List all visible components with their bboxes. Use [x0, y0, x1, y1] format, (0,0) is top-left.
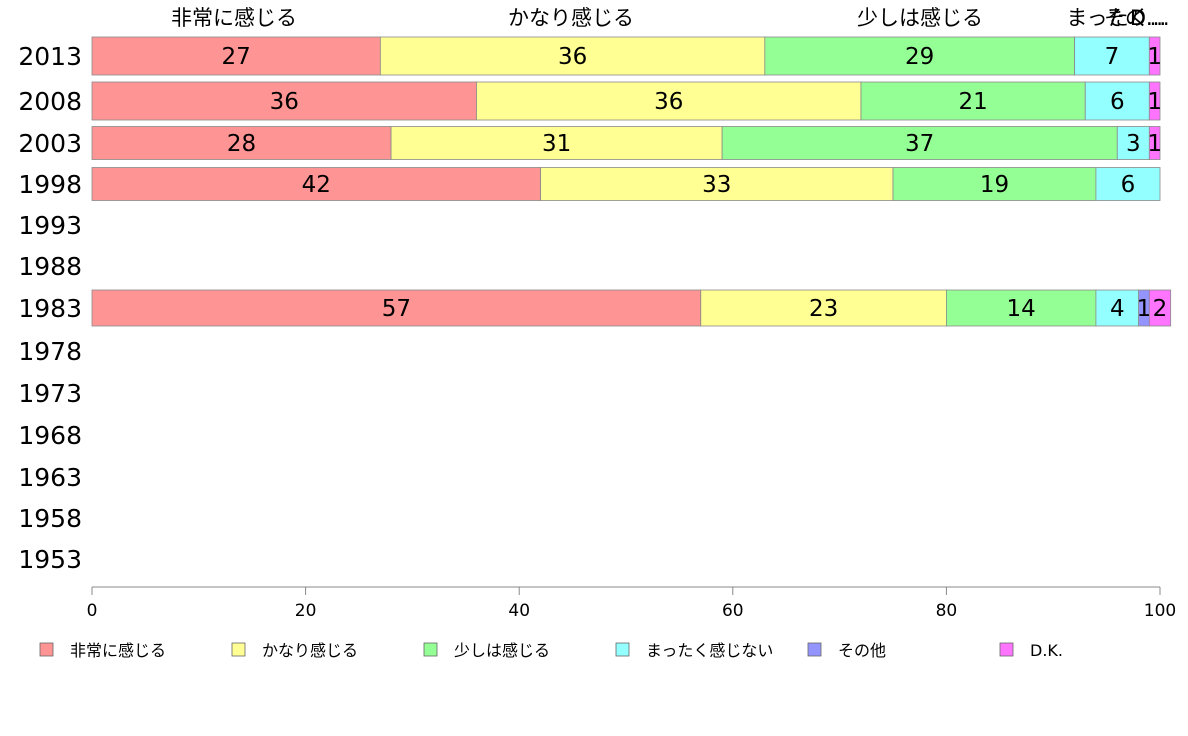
top-label-5: D...: [1130, 6, 1166, 30]
bars: 27 36 29 7 136 36 21 6 128 31 37 3 142 33 19 657 23 14 4 1 2: [91, 36, 1172, 327]
year-label-2003: 2003: [18, 129, 82, 158]
x-axis: 0 20 40 60 80 100: [87, 586, 1176, 621]
value-label-2003-0: 28: [227, 131, 256, 157]
legend-swatch-1: [231, 642, 246, 657]
x-tick-label-100: 100: [1144, 601, 1176, 621]
year-label-1988: 1988: [18, 252, 82, 281]
bar-2003-0: [91, 126, 392, 160]
top-label-0: 非常に感じる: [171, 6, 297, 30]
bar-1983-3: [1095, 289, 1140, 327]
value-label-1983-1: 23: [809, 296, 838, 322]
legend-swatch-3: [615, 642, 630, 657]
year-label-1993: 1993: [18, 211, 82, 240]
bar-1998-3: [1095, 167, 1161, 201]
bar-1983-1: [700, 289, 947, 327]
top-label-4: その...: [1104, 6, 1166, 30]
bar-2008-5: [1148, 81, 1161, 121]
y-axis-labels: 2013 2008 2003 1998 1993 1988 1983 1978 1973 1968…: [18, 42, 82, 574]
x-tick-label-20: 20: [295, 601, 317, 621]
value-label-2013-0: 27: [222, 44, 251, 70]
year-label-2008: 2008: [18, 87, 82, 116]
legend-label-1: かなり感じる: [262, 641, 358, 660]
year-label-1958: 1958: [18, 504, 82, 533]
value-label-1998-1: 33: [702, 172, 731, 198]
bar-1983-0: [91, 289, 702, 327]
bar-1998-0: [91, 167, 541, 201]
value-label-1983-5: 2: [1153, 296, 1168, 322]
legend-label-5: D.K.: [1030, 641, 1063, 660]
value-label-2013-1: 36: [558, 44, 587, 70]
top-label-2: 少しは感じる: [857, 6, 983, 30]
value-label-1998-2: 19: [980, 172, 1009, 198]
x-tick-label-80: 80: [936, 601, 958, 621]
x-tick-label-60: 60: [722, 601, 744, 621]
top-labels: 非常に感じる かなり感じる 少しは感じる まったく...その...D...: [171, 6, 1170, 30]
value-label-1983-3: 4: [1110, 296, 1125, 322]
value-label-2008-0: 36: [270, 89, 299, 115]
legend-label-3: まったく感じない: [646, 641, 773, 660]
year-label-1998: 1998: [18, 170, 82, 199]
value-label-2013-2: 29: [905, 44, 934, 70]
value-label-2013-5: 1: [1147, 44, 1162, 70]
bar-1998-1: [540, 167, 894, 201]
legend-label-2: 少しは感じる: [454, 641, 550, 660]
legend-label-0: 非常に感じる: [70, 641, 166, 660]
year-label-1978: 1978: [18, 337, 82, 366]
legend-swatch-5: [999, 642, 1014, 657]
value-label-1998-0: 42: [302, 172, 331, 198]
value-label-2008-2: 21: [958, 89, 987, 115]
value-label-1983-0: 57: [382, 296, 411, 322]
bar-2013-5: [1148, 36, 1161, 76]
value-label-1983-2: 14: [1007, 296, 1036, 322]
bar-2008-2: [860, 81, 1086, 121]
year-label-1953: 1953: [18, 545, 82, 574]
bar-2003-3: [1116, 126, 1150, 160]
bar-2008-1: [476, 81, 862, 121]
year-label-1963: 1963: [18, 463, 82, 492]
bar-1998-2: [892, 167, 1097, 201]
value-label-1998-3: 6: [1121, 172, 1136, 198]
value-label-1983-4: 1: [1137, 296, 1152, 322]
bar-2003-1: [390, 126, 723, 160]
bar-1983-5: [1148, 289, 1172, 327]
x-tick-label-40: 40: [508, 601, 530, 621]
legend-swatch-2: [423, 642, 438, 657]
bar-2013-3: [1074, 36, 1150, 76]
top-label-1: かなり感じる: [508, 6, 634, 30]
year-label-1968: 1968: [18, 421, 82, 450]
value-label-2003-2: 37: [905, 131, 934, 157]
legend-swatch-0: [39, 642, 54, 657]
year-label-1983: 1983: [18, 294, 82, 323]
bar-2008-3: [1084, 81, 1150, 121]
legend-swatch-4: [807, 642, 822, 657]
value-label-2008-3: 6: [1110, 89, 1125, 115]
year-label-1973: 1973: [18, 379, 82, 408]
bar-2003-5: [1148, 126, 1161, 160]
top-label-3: まったく...: [1066, 6, 1169, 30]
value-label-2008-1: 36: [654, 89, 683, 115]
value-label-2003-5: 1: [1147, 131, 1162, 157]
legend-label-4: その他: [838, 641, 886, 660]
year-label-2013: 2013: [18, 42, 82, 71]
value-label-2008-5: 1: [1147, 89, 1162, 115]
bar-2008-0: [91, 81, 477, 121]
value-label-2013-3: 7: [1105, 44, 1120, 70]
bar-2013-0: [91, 36, 381, 76]
bar-1983-2: [946, 289, 1097, 327]
value-label-2003-1: 31: [542, 131, 571, 157]
value-label-2003-3: 3: [1126, 131, 1141, 157]
legend: 非常に感じる かなり感じる 少しは感じる まったく感じない その他 D.K.: [39, 641, 1063, 660]
x-tick-label-0: 0: [87, 601, 98, 621]
